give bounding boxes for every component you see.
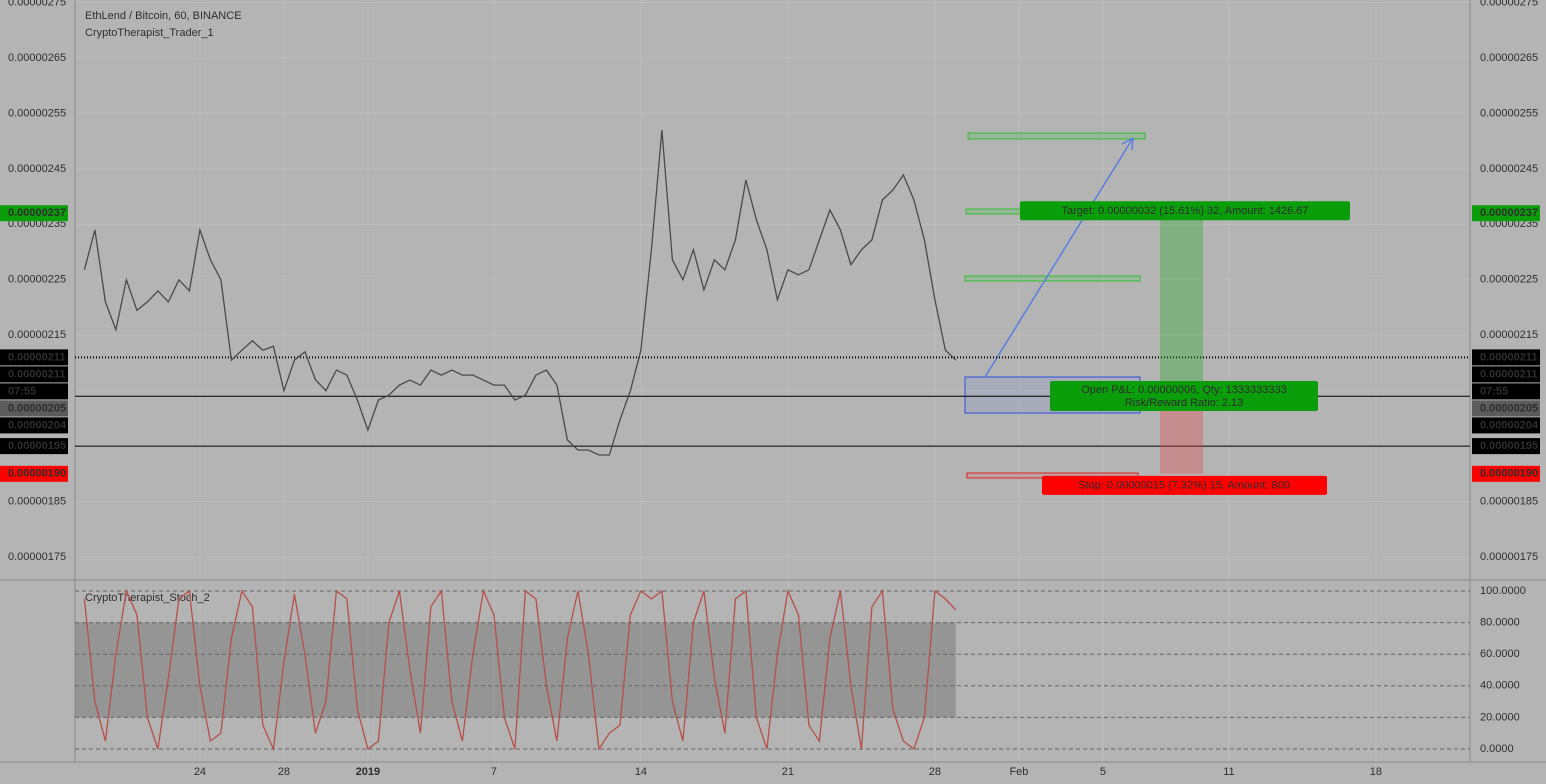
price-label: 0.00000237 (1480, 207, 1538, 219)
price-label: 0.00000190 (8, 468, 66, 480)
price-label-box (0, 383, 68, 400)
zone-rect (967, 132, 1146, 140)
y-tick-label: 0.00000175 (1480, 551, 1538, 563)
x-tick-label: 5 (1100, 766, 1106, 778)
price-label: 0.00000211 (8, 368, 66, 380)
price-label: 0.00000211 (8, 351, 66, 363)
x-tick-label: 24 (194, 766, 206, 778)
price-line (83, 130, 957, 456)
x-tick-label: 7 (491, 766, 497, 778)
ratio-label: Risk/Reward Ratio: 2.13 (1125, 397, 1244, 409)
price-label: 0.00000237 (8, 207, 66, 219)
y-tick-label: 0.00000175 (8, 551, 66, 563)
arrow (984, 137, 1134, 378)
price-label-box (0, 349, 68, 366)
price-label-box (0, 400, 68, 417)
y-tick-label: 0.00000265 (8, 52, 66, 64)
price-label-box (0, 417, 68, 434)
price-label-box (1472, 383, 1540, 400)
x-tick-label: 2019 (356, 766, 380, 778)
target-label: Target: 0.00000032 (15.61%) 32, Amount: … (1061, 205, 1308, 217)
y-tick-label: 0.00000185 (8, 495, 66, 507)
y-tick-label: 20.0000 (1480, 711, 1520, 723)
price-label-box (1472, 349, 1540, 366)
y-tick-label: 0.00000215 (1480, 329, 1538, 341)
price-label-box (1472, 205, 1540, 222)
x-tick-label: 21 (782, 766, 794, 778)
chart-title: EthLend / Bitcoin, 60, BINANCE (85, 10, 242, 22)
y-tick-label: 100.0000 (1480, 585, 1526, 597)
price-label: 0.00000204 (8, 419, 67, 431)
y-tick-label: 0.00000275 (8, 0, 66, 8)
y-tick-label: 0.00000255 (8, 107, 66, 119)
y-tick-label: 80.0000 (1480, 617, 1520, 629)
chart-subtitle: CryptoTherapist_Trader_1 (85, 27, 214, 39)
price-label-box (0, 366, 68, 383)
price-label-box (1472, 417, 1540, 434)
target-zone (1160, 213, 1203, 391)
y-tick-label: 0.0000 (1480, 743, 1514, 755)
price-label: 0.00000195 (8, 440, 66, 452)
zone-rect (964, 275, 1141, 282)
price-label-box (1472, 366, 1540, 383)
price-label-box (0, 205, 68, 222)
price-label: 0.00000205 (1480, 402, 1538, 414)
pnl-label-box (1050, 381, 1318, 411)
price-label: 0.00000190 (1480, 468, 1538, 480)
x-tick-label: 28 (278, 766, 290, 778)
price-label: 0.00000211 (1480, 351, 1538, 363)
price-label-box (0, 465, 68, 482)
price-label: 07:55 (1480, 385, 1508, 397)
price-label-box (1472, 400, 1540, 417)
price-label: 0.00000204 (1480, 419, 1539, 431)
x-tick-label: 18 (1370, 766, 1382, 778)
band (75, 622, 956, 718)
stop-label: Stop: 0.00000015 (7.32%) 15, Amount: 800 (1078, 480, 1290, 492)
x-tick-label: 11 (1223, 766, 1234, 778)
grid (75, 0, 1470, 762)
price-label-box (0, 438, 68, 455)
x-tick-label: 28 (929, 766, 941, 778)
x-tick-label: Feb (1009, 766, 1028, 778)
price-label: 0.00000211 (1480, 368, 1538, 380)
y-tick-label: 0.00000275 (1480, 0, 1538, 8)
y-tick-label: 0.00000185 (1480, 495, 1538, 507)
price-label: 0.00000195 (1480, 440, 1538, 452)
price-label: 07:55 (8, 385, 36, 397)
y-tick-label: 0.00000255 (1480, 107, 1538, 119)
price-label: 0.00000205 (8, 402, 66, 414)
y-tick-label: 0.00000245 (8, 163, 66, 175)
y-tick-label: 60.0000 (1480, 648, 1520, 660)
stoch-line (83, 588, 957, 752)
y-tick-label: 0.00000215 (8, 329, 66, 341)
y-tick-label: 40.0000 (1480, 680, 1520, 692)
stop-label-box (1042, 475, 1327, 495)
target-label-box (1020, 201, 1350, 221)
price-label-box (1472, 438, 1540, 455)
x-tick-label: 14 (635, 766, 647, 778)
y-tick-label: 0.00000265 (1480, 52, 1538, 64)
arrow-head (1121, 137, 1134, 151)
y-tick-label: 0.00000225 (1480, 274, 1538, 286)
pnl-label: Open P&L: 0.00000006, Qty: 1333333333 (1081, 384, 1287, 396)
y-tick-label: 0.00000245 (1480, 163, 1538, 175)
price-label-box (1472, 465, 1540, 482)
y-tick-label: 0.00000225 (8, 274, 66, 286)
